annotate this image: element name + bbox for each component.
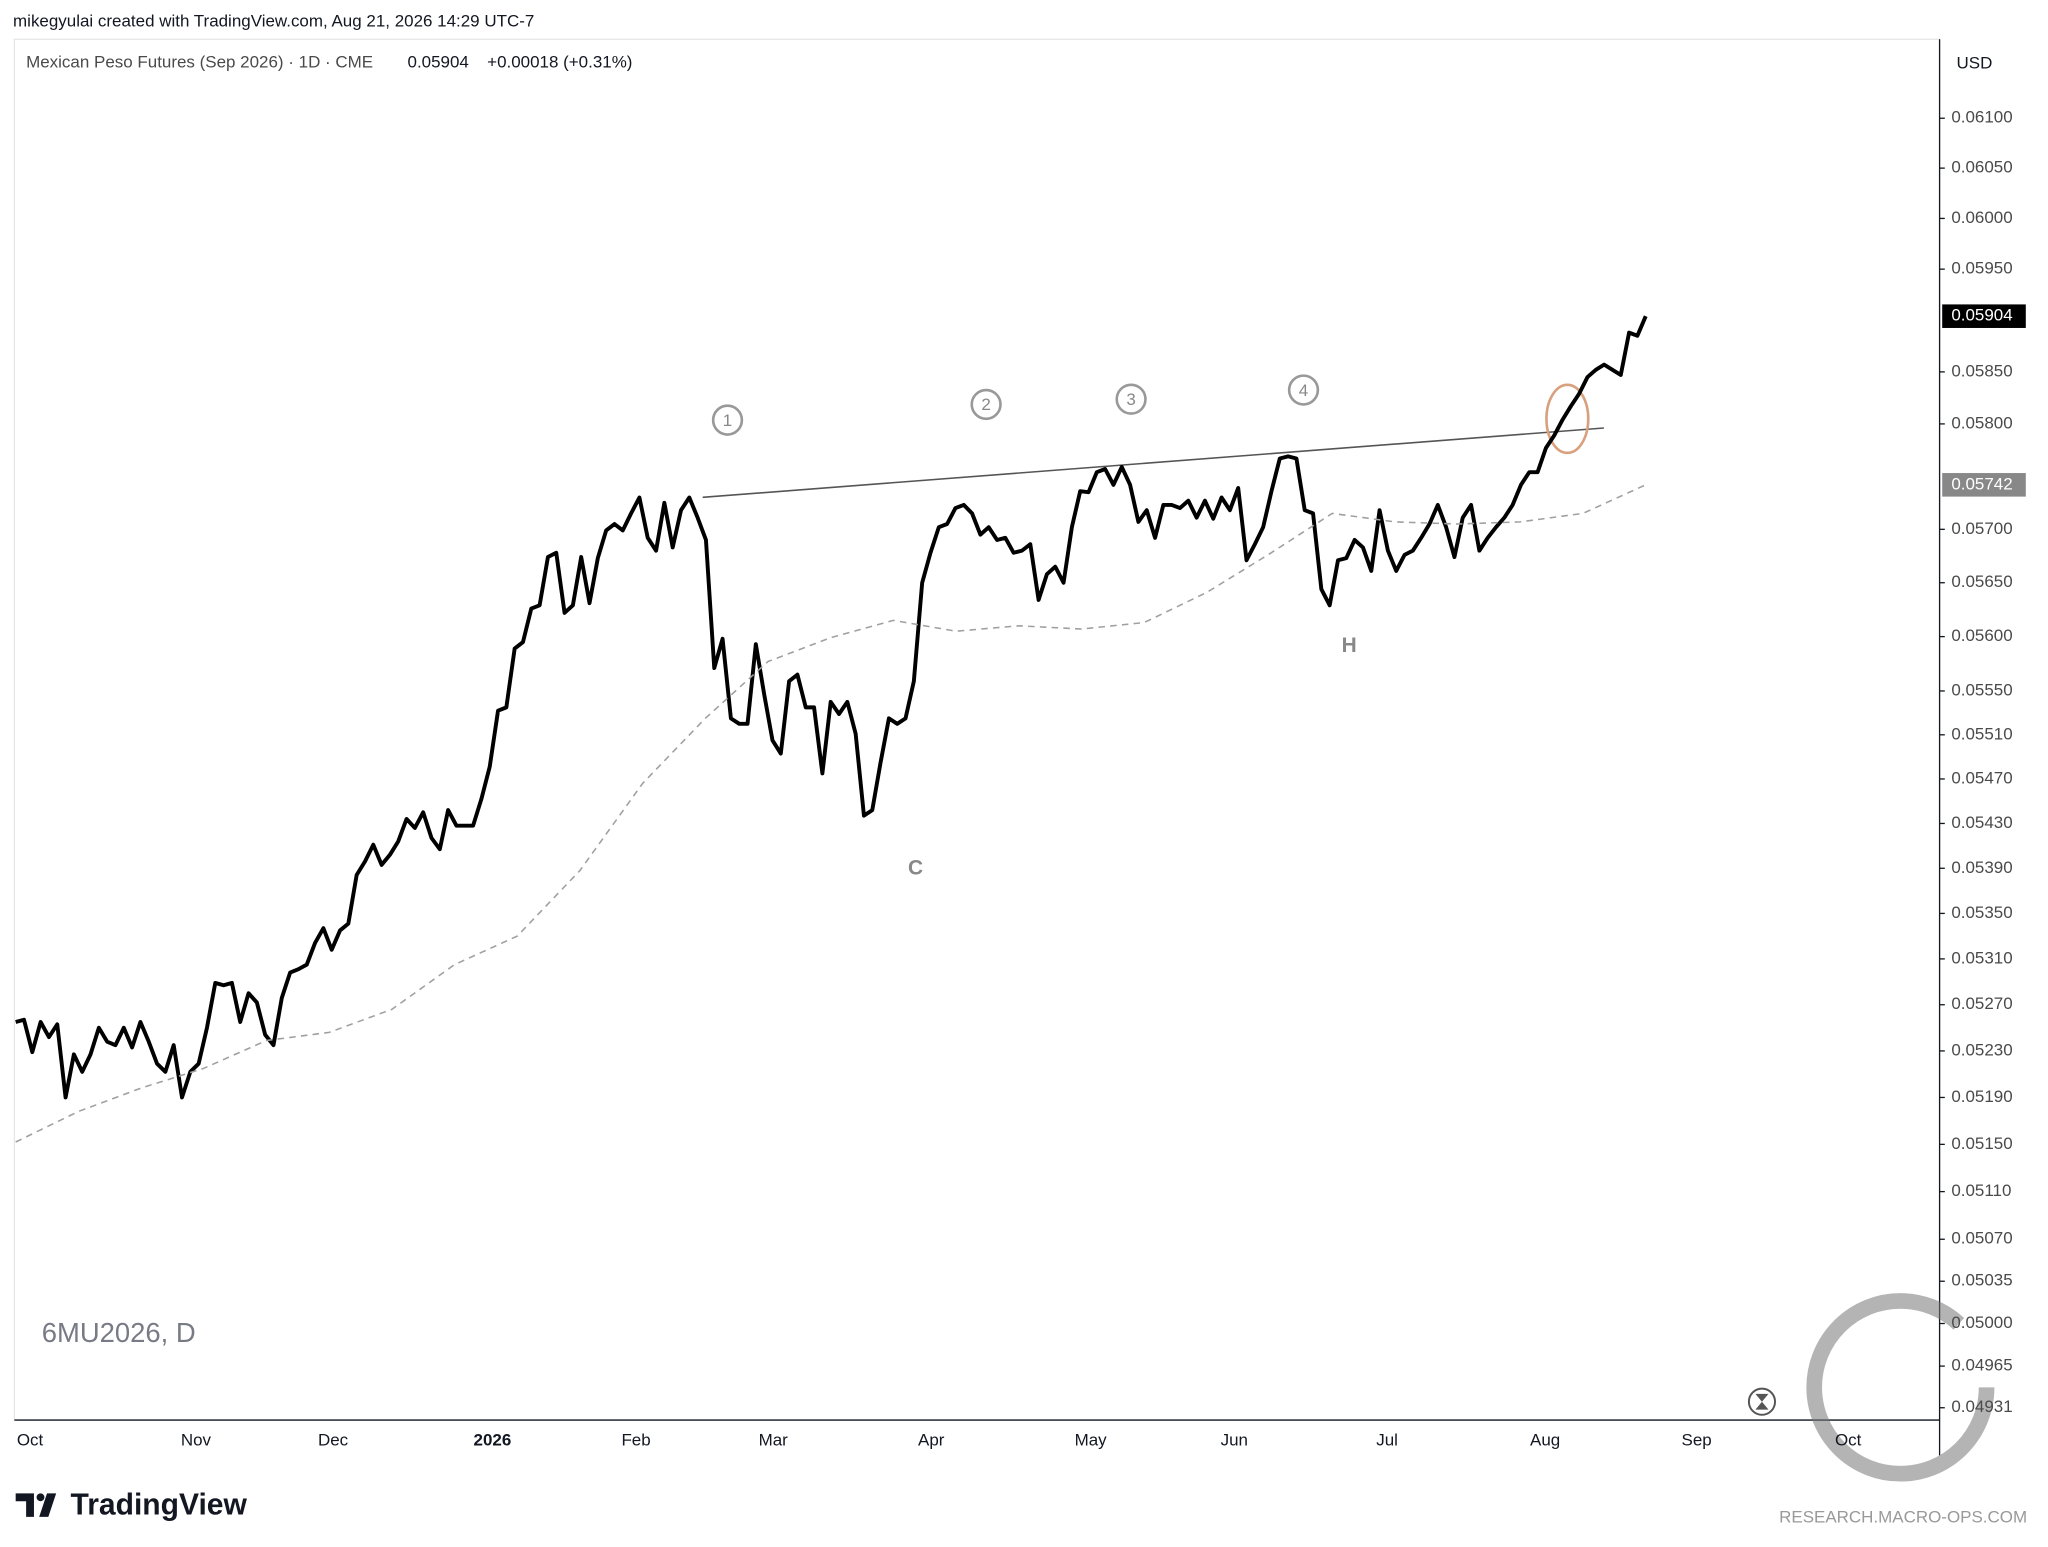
pattern-label: H bbox=[1342, 634, 1357, 657]
y-tick-label: 0.04931 bbox=[1951, 1397, 2012, 1416]
y-tick-label: 0.05230 bbox=[1951, 1040, 2012, 1059]
x-tick-label: Oct bbox=[1835, 1430, 1862, 1449]
logo-mark bbox=[15, 1493, 57, 1517]
x-tick-label: May bbox=[1075, 1430, 1108, 1449]
price-change: +0.00018 (+0.31%) bbox=[487, 52, 632, 71]
y-tick-label: 0.04965 bbox=[1951, 1356, 2012, 1375]
y-tick-label: 0.05190 bbox=[1951, 1087, 2012, 1106]
y-tick-label: 0.05430 bbox=[1951, 813, 2012, 832]
y-tick-label: 0.05110 bbox=[1951, 1181, 2011, 1200]
y-tick-label: 0.05650 bbox=[1951, 572, 2012, 591]
ma-price-label-box bbox=[1942, 473, 2026, 497]
y-tick-label: 0.05270 bbox=[1951, 994, 2012, 1013]
x-tick-label: Feb bbox=[621, 1430, 650, 1449]
y-tick-label: 0.05470 bbox=[1951, 768, 2012, 787]
y-tick-label: 0.06000 bbox=[1951, 208, 2012, 227]
y-tick-label: 0.05310 bbox=[1951, 948, 2012, 967]
y-tick-label: 0.05035 bbox=[1951, 1271, 2012, 1290]
wave-label: 1 bbox=[723, 411, 732, 430]
y-tick-label: 0.05000 bbox=[1951, 1313, 2012, 1332]
x-tick-label: Oct bbox=[17, 1430, 44, 1449]
y-tick-label: 0.06100 bbox=[1951, 108, 2012, 127]
wave-circle bbox=[1287, 374, 1320, 406]
y-tick-label: 0.05390 bbox=[1951, 858, 2012, 877]
wave-circle bbox=[970, 388, 1002, 421]
wave-label: 3 bbox=[1126, 390, 1135, 409]
x-tick-label: Sep bbox=[1682, 1430, 1712, 1449]
x-tick-label: Nov bbox=[181, 1430, 212, 1449]
y-tick-label: 0.06050 bbox=[1951, 158, 2012, 177]
price-line bbox=[15, 315, 1648, 1100]
y-tick-label: 0.05850 bbox=[1951, 361, 2012, 380]
wave-labels: 1 2 3 4 bbox=[723, 381, 1308, 430]
x-tick-label: Dec bbox=[318, 1430, 349, 1449]
logo-watermark bbox=[1806, 1293, 1995, 1482]
symbol-title: Mexican Peso Futures (Sep 2026) · 1D · C… bbox=[26, 52, 373, 71]
logo-ring bbox=[1806, 1293, 1995, 1482]
source: RESEARCH.MACRO-OPS.COM bbox=[1779, 1508, 2027, 1527]
icon-shape bbox=[1755, 1393, 1769, 1410]
wave-circle bbox=[711, 404, 744, 436]
currency: USD bbox=[1957, 54, 1993, 73]
moving-average-line bbox=[15, 484, 1647, 1143]
y-tick-label: 0.05550 bbox=[1951, 680, 2012, 699]
x-tick-label: Apr bbox=[918, 1430, 945, 1449]
y-tick-label: 0.05800 bbox=[1951, 413, 2012, 432]
tradingview-logo: TradingView bbox=[15, 1488, 248, 1521]
y-tick-label: 0.05150 bbox=[1951, 1134, 2012, 1153]
x-tick-label: Aug bbox=[1530, 1430, 1560, 1449]
last-price: 0.05904 bbox=[408, 52, 469, 71]
last-price-label-box bbox=[1942, 304, 2026, 328]
highlight-ellipse bbox=[1545, 383, 1590, 455]
logo-text: TradingView bbox=[71, 1488, 248, 1521]
x-tick-label: Jul bbox=[1376, 1430, 1398, 1449]
y-tick-label: 0.05510 bbox=[1951, 724, 2012, 743]
symbol-watermark: 6MU2026, D bbox=[42, 1317, 196, 1348]
last-price-label: 0.05904 bbox=[1951, 306, 2012, 325]
y-tick-label: 0.05070 bbox=[1951, 1229, 2012, 1248]
logo-dot bbox=[36, 1493, 45, 1502]
hourglass-icon bbox=[1747, 1387, 1776, 1416]
trendline bbox=[702, 427, 1604, 499]
ma-price-label: 0.05742 bbox=[1951, 474, 2012, 493]
plot-frame bbox=[13, 38, 1941, 1421]
y-tick-label: 0.05950 bbox=[1951, 259, 2012, 278]
wave-label: 2 bbox=[981, 395, 990, 414]
x-tick-label: Jun bbox=[1221, 1430, 1248, 1449]
icon-ring bbox=[1747, 1387, 1776, 1416]
y-tick-label: 0.05700 bbox=[1951, 519, 2012, 538]
y-tick-label: 0.05600 bbox=[1951, 626, 2012, 645]
x-tick-label: Mar bbox=[759, 1430, 789, 1449]
header: mikegyulai created with TradingView.com,… bbox=[13, 12, 534, 31]
x-tick-label: 2026 bbox=[474, 1430, 512, 1449]
pattern-label: C bbox=[908, 857, 923, 880]
wave-circle bbox=[1115, 383, 1147, 415]
wave-label: 4 bbox=[1299, 381, 1308, 400]
wave-circles bbox=[711, 374, 1320, 436]
y-tick-label: 0.05350 bbox=[1951, 903, 2012, 922]
